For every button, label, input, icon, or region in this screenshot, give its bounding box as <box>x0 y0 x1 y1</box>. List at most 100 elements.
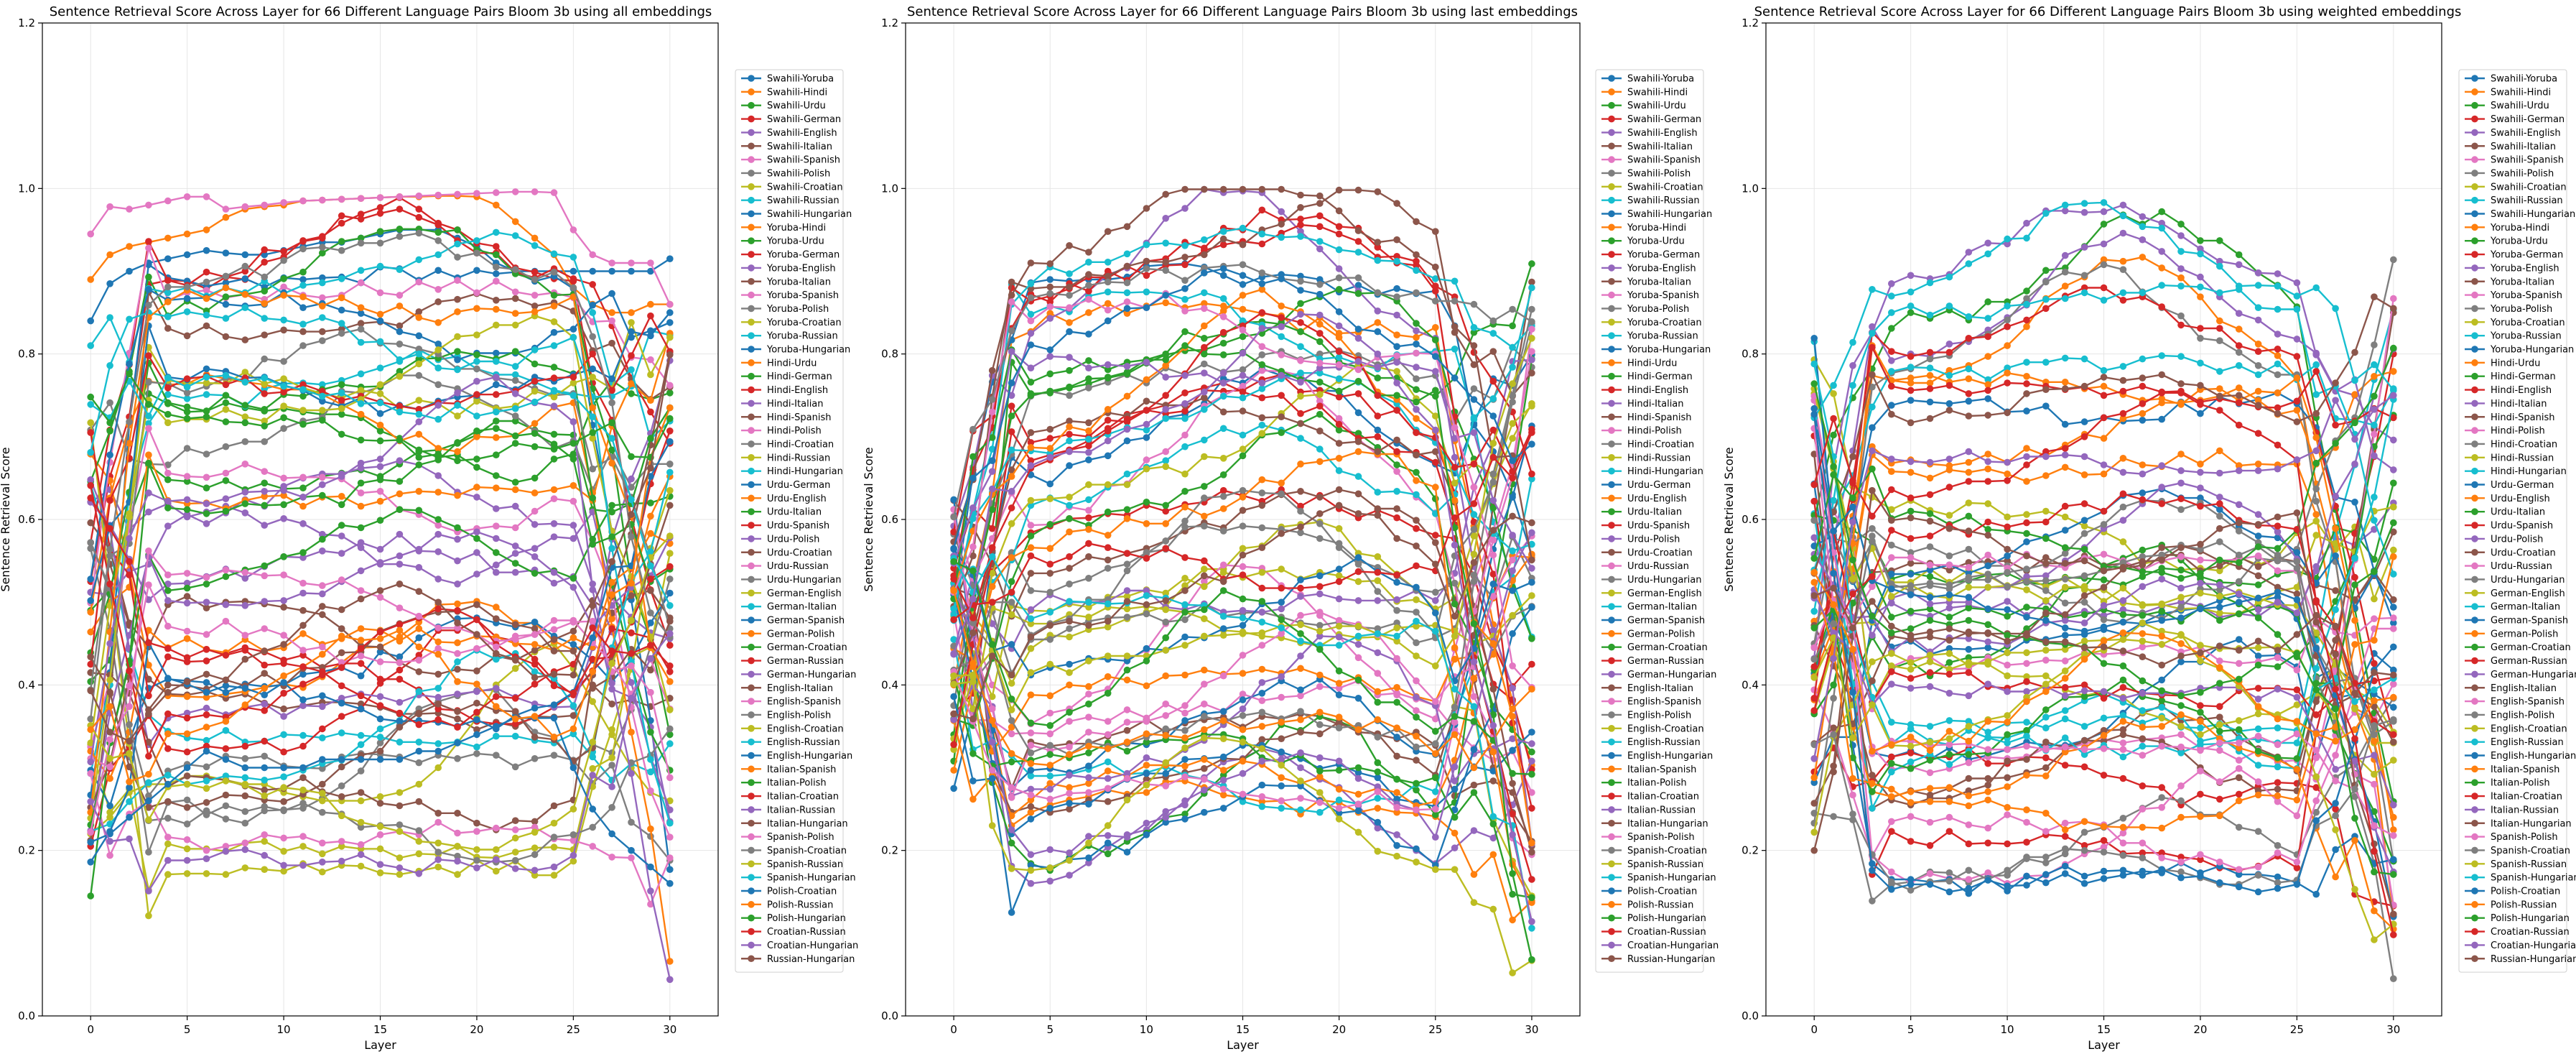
legend-swatch-marker <box>748 630 755 637</box>
legend-label: Yoruba-Hindi <box>766 223 826 234</box>
legend-swatch-marker <box>748 467 755 475</box>
data-point <box>415 346 423 353</box>
data-point <box>434 810 442 817</box>
data-point <box>357 279 365 287</box>
data-point <box>1451 612 1459 620</box>
data-point <box>1162 267 1169 274</box>
data-point <box>299 381 307 389</box>
data-point <box>1066 292 1073 299</box>
data-point <box>164 391 172 398</box>
data-point <box>299 800 307 807</box>
data-point <box>1201 557 1208 565</box>
data-point <box>1123 706 1131 713</box>
data-point <box>1027 317 1035 325</box>
data-point <box>1451 479 1459 487</box>
y-tick-label: 1.2 <box>881 17 898 29</box>
data-point <box>493 374 500 381</box>
data-point <box>511 542 519 550</box>
data-point <box>1335 348 1343 356</box>
data-point <box>1219 505 1227 512</box>
data-point <box>1528 440 1535 448</box>
data-point <box>1278 762 1285 769</box>
data-point <box>261 803 269 810</box>
data-point <box>1489 395 1497 402</box>
data-point <box>454 366 461 374</box>
y-tick-label: 1.2 <box>18 17 35 29</box>
data-point <box>2042 754 2050 762</box>
data-point <box>454 619 461 627</box>
data-point <box>241 402 249 409</box>
data-point <box>376 643 384 651</box>
legend-swatch-marker <box>748 833 755 841</box>
data-point <box>1239 224 1247 232</box>
data-point <box>415 588 423 595</box>
data-point <box>396 266 404 274</box>
data-point <box>454 665 461 673</box>
data-point <box>241 275 249 282</box>
data-point <box>1066 581 1073 588</box>
legend-label: Yoruba-Italian <box>1627 277 1691 287</box>
data-point <box>1335 274 1343 282</box>
data-point <box>531 823 539 831</box>
data-point <box>628 496 635 504</box>
data-point <box>1432 740 1439 747</box>
legend-swatch-marker <box>748 508 755 515</box>
data-point <box>628 854 635 861</box>
data-point <box>434 863 442 871</box>
data-point <box>1201 289 1208 297</box>
legend-swatch-marker <box>748 156 755 163</box>
legend-label: Italian-Polish <box>767 778 827 789</box>
data-point <box>1470 342 1478 349</box>
data-point <box>550 752 558 759</box>
data-point <box>1432 532 1439 539</box>
data-point <box>338 699 345 707</box>
data-point <box>454 389 461 397</box>
data-point <box>1335 455 1343 462</box>
data-point <box>988 366 996 374</box>
data-point <box>1066 448 1073 456</box>
legend-label: Hindi-Spanish <box>767 412 832 423</box>
data-point <box>628 616 635 624</box>
data-point <box>1008 826 1015 833</box>
data-point <box>1027 749 1035 757</box>
data-point <box>2023 478 2030 485</box>
data-point <box>608 591 615 598</box>
data-point <box>1374 688 1382 695</box>
data-point <box>493 270 500 277</box>
data-point <box>1201 786 1208 794</box>
data-point <box>87 317 94 325</box>
data-point <box>1181 261 1189 269</box>
data-point <box>357 625 365 632</box>
data-point <box>1123 587 1131 594</box>
legend-label: German-Spanish <box>1627 616 1705 627</box>
data-point <box>1085 713 1092 721</box>
data-point <box>950 513 957 521</box>
data-point <box>1297 357 1304 364</box>
x-tick-label: 20 <box>470 1023 483 1036</box>
data-point <box>376 693 384 701</box>
data-point <box>357 234 365 242</box>
data-point <box>1258 642 1266 649</box>
data-point <box>970 795 977 803</box>
data-point <box>280 690 287 697</box>
data-point <box>1432 353 1439 360</box>
data-point <box>1489 813 1497 820</box>
data-point <box>1354 568 1362 575</box>
data-point <box>473 412 480 420</box>
data-point <box>1413 289 1420 297</box>
data-point <box>511 348 519 356</box>
data-point <box>1374 412 1382 420</box>
data-point <box>1354 641 1362 648</box>
data-point <box>1046 445 1054 452</box>
data-point <box>1085 309 1092 316</box>
data-point <box>434 402 442 409</box>
data-point <box>1046 751 1054 758</box>
data-point <box>1143 241 1150 249</box>
data-point <box>1297 708 1304 715</box>
data-point <box>145 912 152 920</box>
legend-swatch-marker <box>748 874 755 881</box>
data-point <box>1393 368 1400 375</box>
data-point <box>1258 351 1266 359</box>
data-point <box>1258 708 1266 716</box>
data-point <box>183 283 191 291</box>
